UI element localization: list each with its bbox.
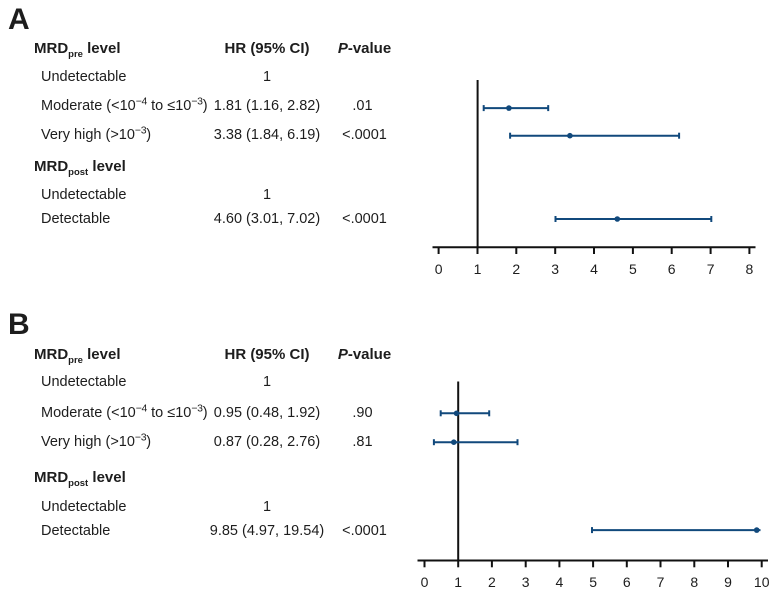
svg-text:5: 5 bbox=[629, 261, 637, 277]
svg-text:0: 0 bbox=[421, 574, 429, 590]
svg-text:3: 3 bbox=[551, 261, 559, 277]
svg-text:4: 4 bbox=[556, 574, 564, 590]
svg-text:0: 0 bbox=[435, 261, 443, 277]
svg-text:10: 10 bbox=[754, 574, 770, 590]
svg-text:8: 8 bbox=[746, 261, 754, 277]
svg-text:5: 5 bbox=[589, 574, 597, 590]
svg-text:2: 2 bbox=[488, 574, 496, 590]
svg-text:6: 6 bbox=[668, 261, 676, 277]
svg-text:3: 3 bbox=[522, 574, 530, 590]
svg-text:4: 4 bbox=[590, 261, 598, 277]
svg-text:7: 7 bbox=[657, 574, 665, 590]
svg-text:1: 1 bbox=[454, 574, 462, 590]
svg-text:1: 1 bbox=[474, 261, 482, 277]
svg-text:2: 2 bbox=[512, 261, 520, 277]
svg-text:8: 8 bbox=[690, 574, 698, 590]
svg-text:9: 9 bbox=[724, 574, 732, 590]
svg-text:6: 6 bbox=[623, 574, 631, 590]
svg-text:7: 7 bbox=[707, 261, 715, 277]
